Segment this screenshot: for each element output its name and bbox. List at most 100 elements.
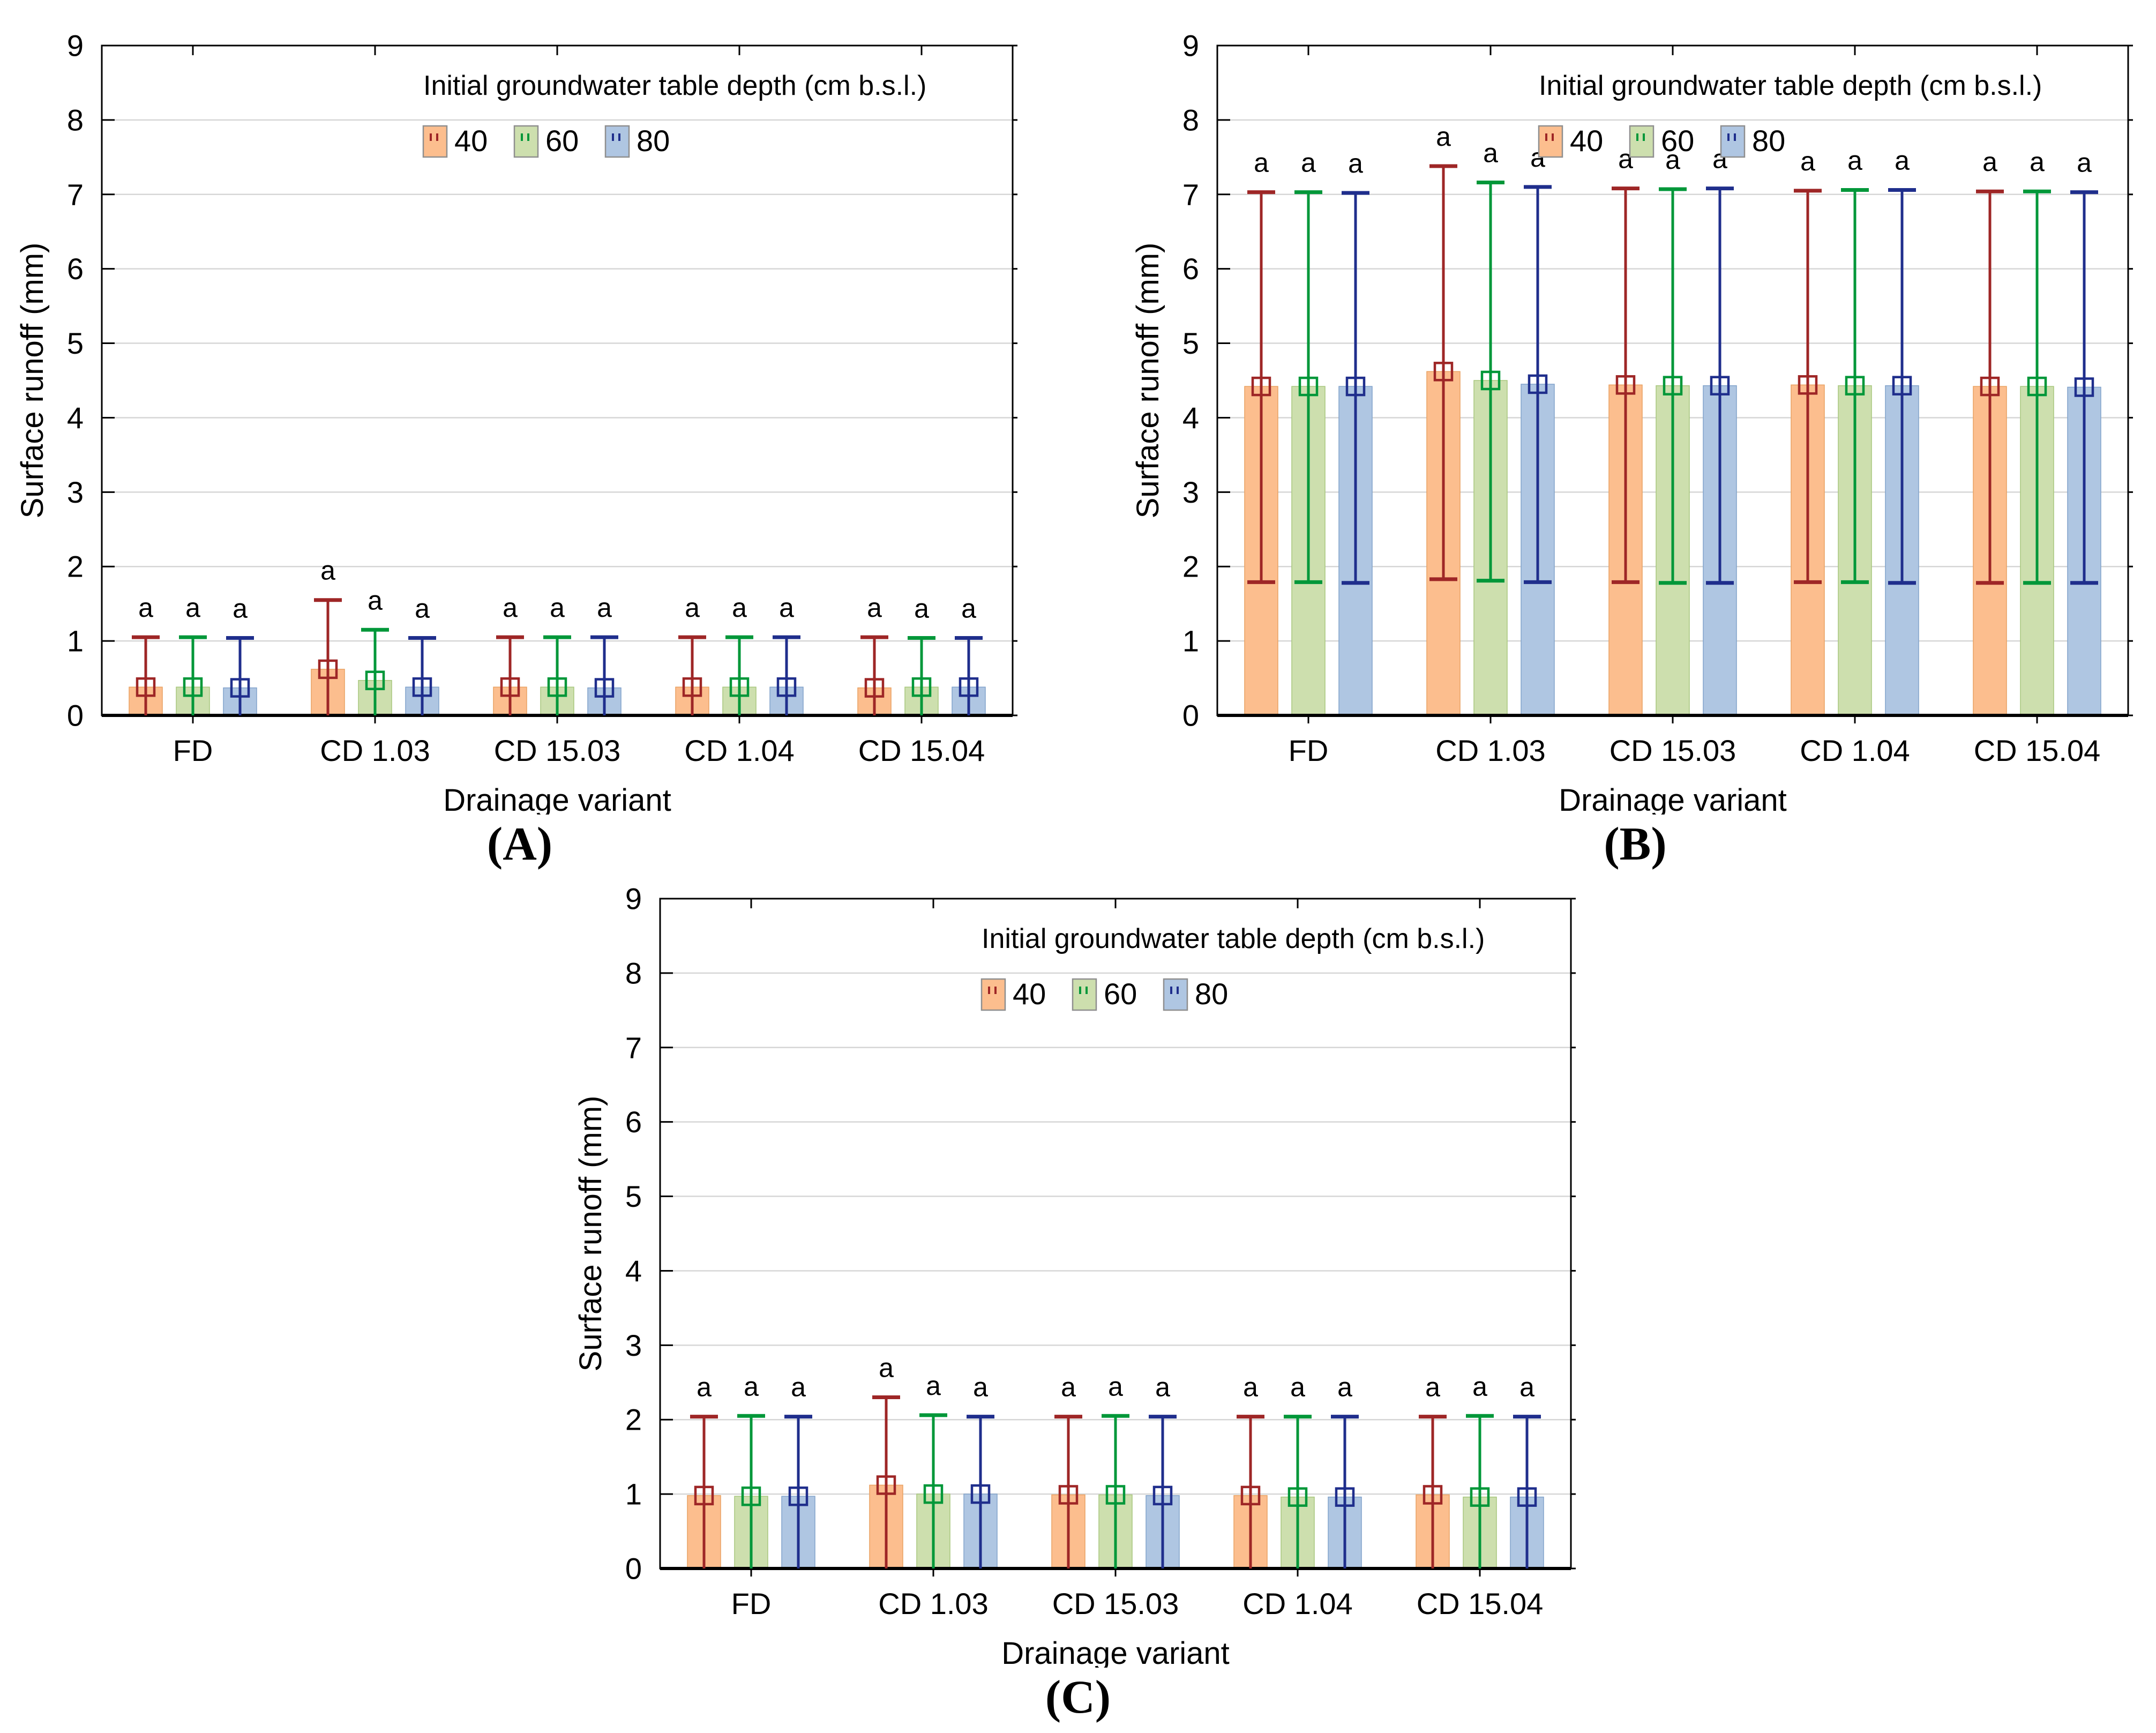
chart-A-svg: 0 1 2 3 4 5 6 7 8 9 FD CD 1.03 CD 15.03 CD 1.04 CD 15.…: [16, 29, 1017, 815]
legend-item-label: 40: [454, 124, 488, 158]
x-category-label: CD 1.03: [1435, 734, 1545, 767]
mean-marker: [1251, 376, 1271, 397]
mean-marker: [1152, 1485, 1173, 1506]
sig-label: a: [415, 594, 430, 624]
sig-label: a: [1155, 1372, 1170, 1402]
legend-swatch: [1720, 125, 1746, 158]
mean-marker: [1470, 1487, 1490, 1507]
mean-marker: [1798, 375, 1818, 395]
y-tick-label: 1: [67, 624, 84, 658]
mean-marker: [230, 678, 250, 698]
mean-marker: [594, 678, 615, 698]
chart-A-caption: (A): [486, 818, 553, 870]
sig-label: a: [1895, 145, 1910, 175]
x-category-label: CD 1.04: [684, 734, 794, 767]
y-axis-title: Surface runoff (mm): [16, 243, 50, 519]
y-tick-label: 6: [67, 252, 84, 286]
sig-label: a: [1519, 1372, 1534, 1402]
y-tick-label: 4: [1182, 401, 1199, 435]
y-tick-label: 7: [1182, 177, 1199, 211]
x-category-label: CD 1.04: [1800, 734, 1910, 767]
y-tick-label: 4: [625, 1254, 642, 1288]
sig-label: a: [2030, 147, 2045, 177]
mean-marker: [136, 677, 156, 697]
legend-item-label: 80: [1195, 977, 1228, 1011]
mean-marker: [1517, 1487, 1537, 1507]
sig-label: a: [1982, 147, 1997, 177]
x-axis-title: Drainage variant: [1559, 783, 1787, 815]
y-tick-label: 8: [625, 956, 642, 990]
y-tick-label: 9: [625, 882, 642, 916]
sig-label: a: [685, 593, 700, 623]
x-category-label: CD 15.04: [1417, 1587, 1544, 1620]
y-axis-title: Surface runoff (mm): [574, 1096, 608, 1372]
sig-label: a: [185, 593, 200, 623]
mean-marker: [1345, 376, 1366, 397]
x-category-label: FD: [1289, 734, 1329, 767]
chart-C-block: 0 1 2 3 4 5 6 7 8 9 FD CD 1.03 CD 15.03 CD 1.04 CD 15.…: [574, 864, 1582, 1724]
sig-label: a: [744, 1371, 759, 1401]
sig-label: a: [961, 594, 976, 624]
y-tick-label: 2: [625, 1403, 642, 1437]
mean-marker: [2027, 376, 2047, 397]
sig-label: a: [1483, 138, 1498, 168]
legend-swatch: [604, 125, 630, 158]
y-axis-title: Surface runoff (mm): [1132, 243, 1165, 519]
sig-label: a: [1254, 148, 1269, 178]
mean-marker: [412, 677, 432, 697]
legend-title: Initial groundwater table depth (cm b.s.…: [1539, 70, 2042, 101]
y-tick-label: 3: [1182, 475, 1199, 509]
y-tick-label: 8: [1182, 103, 1199, 137]
mean-marker: [1105, 1485, 1126, 1505]
mean-marker: [729, 677, 750, 697]
mean-marker: [1845, 376, 1865, 395]
sig-label: a: [926, 1371, 941, 1401]
x-category-label: FD: [173, 734, 213, 767]
y-tick-label: 0: [67, 699, 84, 733]
mean-marker: [2074, 377, 2094, 397]
sig-label: a: [1108, 1371, 1123, 1401]
sig-label: a: [791, 1372, 806, 1402]
legend-item-label: 60: [1661, 124, 1694, 158]
y-tick-label: 0: [1182, 699, 1199, 733]
legend-item-label: 60: [1104, 977, 1137, 1011]
y-tick-label: 9: [67, 29, 84, 63]
sig-label: a: [1472, 1371, 1487, 1401]
mean-marker: [547, 677, 567, 697]
x-category-label: CD 15.03: [1609, 734, 1736, 767]
y-tick-label: 5: [625, 1179, 642, 1213]
mean-marker: [923, 1484, 944, 1504]
mean-marker: [1298, 376, 1319, 397]
mean-marker: [365, 670, 385, 690]
mean-marker: [776, 677, 797, 697]
mean-marker: [1528, 374, 1548, 394]
x-category-label: CD 1.04: [1242, 1587, 1352, 1620]
y-tick-label: 4: [67, 401, 84, 435]
chart-C-svg: 0 1 2 3 4 5 6 7 8 9 FD CD 1.03 CD 15.03 CD 1.04 CD 15.…: [574, 882, 1576, 1668]
mean-marker: [864, 678, 885, 698]
sig-label: a: [1061, 1372, 1076, 1402]
mean-marker: [1480, 370, 1501, 391]
sig-label: a: [879, 1353, 894, 1383]
chart-B-block: 0 1 2 3 4 5 6 7 8 9 FD CD 1.03 CD 15.03 CD 1.04 CD 15.…: [1132, 11, 2139, 871]
mean-marker: [1663, 376, 1683, 395]
x-category-label: CD 15.04: [858, 734, 985, 767]
sig-label: a: [973, 1372, 988, 1402]
sig-label: a: [697, 1372, 712, 1402]
sig-label: a: [597, 593, 612, 623]
sig-label: a: [1243, 1372, 1258, 1402]
legend-item-label: 80: [637, 124, 670, 158]
mean-marker: [1058, 1485, 1079, 1505]
x-category-label: CD 15.03: [1052, 1587, 1179, 1620]
legend-title: Initial groundwater table depth (cm b.s.…: [423, 70, 926, 101]
mean-marker: [1710, 376, 1730, 395]
sig-label: a: [368, 585, 383, 615]
mean-marker: [876, 1475, 896, 1495]
mean-marker: [500, 677, 520, 697]
sig-label: a: [779, 593, 794, 623]
sig-label: a: [233, 594, 248, 624]
chart-B-caption: (B): [1604, 818, 1667, 870]
chart-A-block: 0 1 2 3 4 5 6 7 8 9 FD CD 1.03 CD 15.03 CD 1.04 CD 15.…: [16, 11, 1023, 871]
sig-label: a: [138, 593, 153, 623]
y-tick-label: 5: [67, 326, 84, 360]
